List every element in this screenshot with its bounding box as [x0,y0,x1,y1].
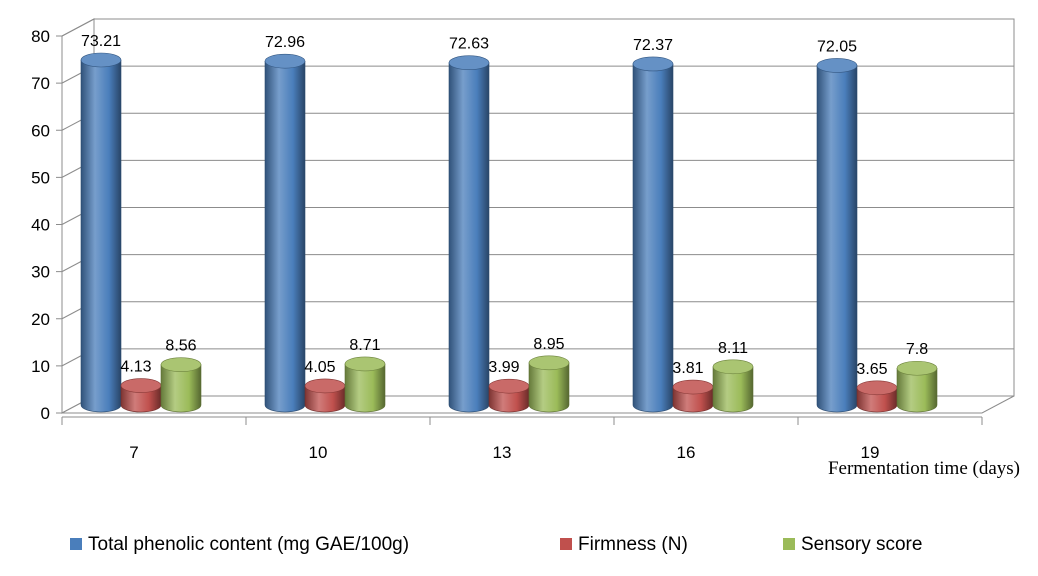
bar [856,380,898,413]
bar [672,379,714,413]
data-label: 72.63 [449,36,489,53]
gridline-side [61,18,95,37]
data-label: 4.13 [120,359,151,376]
bar [448,55,490,413]
legend-swatch [783,538,795,550]
data-label: 8.71 [349,337,380,354]
bar [632,56,674,413]
bar-body [160,364,202,413]
bar-top [304,378,346,394]
legend-label: Firmness (N) [578,534,688,555]
bar-body [488,385,530,413]
bar [528,355,570,413]
bar [160,357,202,413]
bar-top [856,380,898,396]
y-tick-label: 30 [31,263,50,282]
bar-top [80,52,122,68]
data-label: 72.05 [817,38,857,55]
data-labels: 73.21 4.13 8.56 72.96 4.05 8.71 72.63 3.99 8.95 7… [81,33,928,378]
bar-body [896,367,938,413]
legend-label: Total phenolic content (mg GAE/100g) [88,534,409,555]
bar-top [632,56,674,72]
bar-top [160,357,202,372]
bar-top [896,360,938,376]
x-axis: 7 10 13 16 19 [61,416,983,462]
bar [488,378,530,413]
data-label: 8.11 [718,340,748,357]
bar [896,360,938,413]
data-label: 72.37 [633,37,673,54]
bar-top [344,356,386,372]
bar [80,52,122,413]
bar-top [528,355,570,371]
bar-body [712,366,754,413]
legend-item: Total phenolic content (mg GAE/100g) [70,534,409,555]
bar-body [632,63,674,413]
x-axis-label: Fermentation time (days) [828,458,1020,479]
bar-body [80,59,122,413]
y-tick-label: 60 [31,121,50,140]
bar-top [120,378,162,393]
data-label: 8.56 [165,338,196,355]
x-tick-label: 7 [129,443,138,462]
bar-top [448,55,490,71]
data-label: 72.96 [265,34,305,51]
bar-body [448,62,490,413]
y-tick-label: 40 [31,216,50,235]
y-tick-label: 0 [41,404,50,423]
bar-body [304,385,346,413]
bar-top [712,359,754,375]
data-label: 4.05 [304,359,335,376]
bar [120,378,162,413]
bar-top [488,378,530,394]
gridlines [61,18,1014,367]
chart-walls [61,18,1015,414]
bar-top [816,58,858,73]
legend-item: Firmness (N) [560,534,688,555]
data-label: 7.8 [906,341,928,358]
x-tick-label: 19 [861,443,880,462]
x-tick-label: 13 [493,443,512,462]
y-tick-label: 20 [31,310,50,329]
legend-swatch [560,538,572,550]
data-label: 3.81 [672,360,703,377]
legend-label: Sensory score [801,534,922,555]
y-tick-label: 80 [31,27,50,46]
legend-swatch [70,538,82,550]
bar [304,378,346,413]
bar-body [528,362,570,413]
bar-body [344,363,386,413]
y-axis: 0 10 20 30 40 50 60 70 80 [31,27,63,423]
bar-body [120,385,162,413]
data-label: 73.21 [81,33,121,50]
bar-top [672,379,714,395]
bars [80,52,938,413]
bar [344,356,386,413]
x-tick-label: 10 [309,443,328,462]
bar [712,359,754,413]
bar-body [264,60,306,413]
x-tick-label: 16 [677,443,696,462]
bar [816,58,858,413]
bar-body [816,65,858,413]
bar-top [264,53,306,69]
data-label: 3.99 [488,359,519,376]
legend: Total phenolic content (mg GAE/100g) Firm… [70,534,922,555]
legend-item: Sensory score [783,534,922,555]
y-tick-label: 10 [31,357,50,376]
y-tick-label: 50 [31,168,50,187]
data-label: 8.95 [533,336,564,353]
y-tick-label: 70 [31,74,50,93]
data-label: 3.65 [856,361,887,378]
bar [264,53,306,413]
